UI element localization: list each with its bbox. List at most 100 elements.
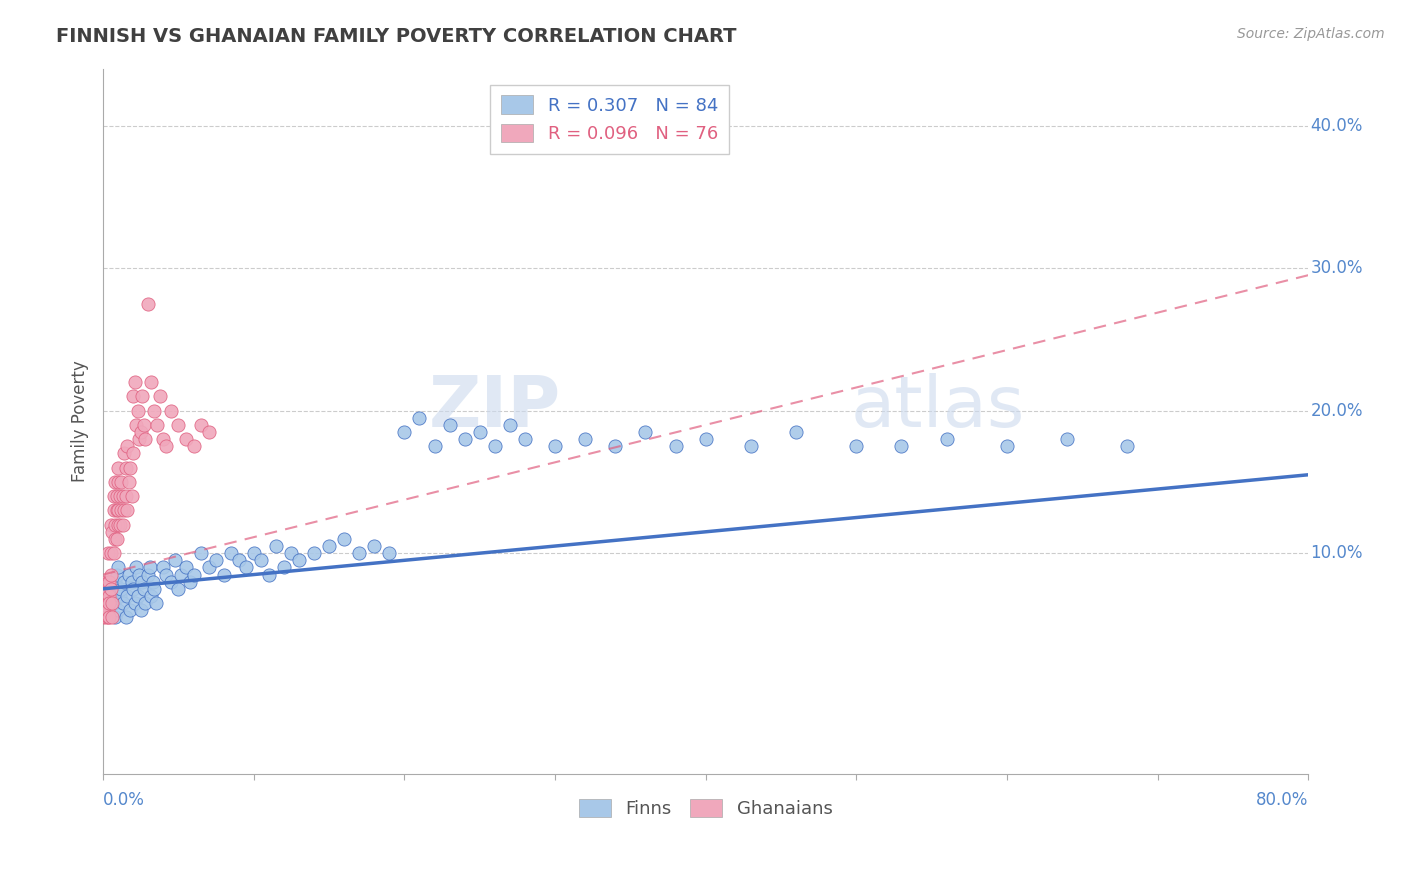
Y-axis label: Family Poverty: Family Poverty — [72, 360, 89, 483]
Point — [110, 475, 132, 489]
Point — [97, 546, 120, 560]
Point — [105, 503, 128, 517]
Point — [212, 567, 235, 582]
Point — [103, 546, 125, 560]
Point — [183, 439, 205, 453]
Point — [170, 567, 193, 582]
Point — [152, 560, 174, 574]
Point — [120, 460, 142, 475]
Point — [108, 517, 131, 532]
Point — [125, 417, 148, 432]
Text: FINNISH VS GHANAIAN FAMILY POVERTY CORRELATION CHART: FINNISH VS GHANAIAN FAMILY POVERTY CORRE… — [56, 27, 737, 45]
Point — [183, 567, 205, 582]
Point — [107, 560, 129, 574]
Point — [98, 596, 121, 610]
Point — [121, 489, 143, 503]
Point — [94, 589, 117, 603]
Point — [128, 567, 150, 582]
Point — [104, 475, 127, 489]
Point — [146, 417, 169, 432]
Point — [98, 574, 121, 589]
Point — [104, 532, 127, 546]
Point — [124, 596, 146, 610]
Point — [111, 489, 134, 503]
Point — [499, 417, 522, 432]
Point — [108, 489, 131, 503]
Point — [165, 553, 187, 567]
Point — [105, 567, 128, 582]
Point — [394, 425, 416, 439]
Point — [142, 574, 165, 589]
Point — [134, 596, 156, 610]
Point — [125, 560, 148, 574]
Point — [136, 296, 159, 310]
Point — [197, 425, 219, 439]
Point — [132, 582, 155, 596]
Point — [318, 539, 340, 553]
Point — [740, 439, 762, 453]
Point — [107, 475, 129, 489]
Point — [91, 610, 114, 624]
Point — [98, 610, 121, 624]
Point — [112, 574, 135, 589]
Point — [363, 539, 385, 553]
Point — [107, 503, 129, 517]
Point — [995, 439, 1018, 453]
Point — [129, 425, 152, 439]
Point — [104, 574, 127, 589]
Point — [160, 403, 183, 417]
Point — [122, 446, 145, 460]
Point — [179, 574, 201, 589]
Point — [574, 432, 596, 446]
Point — [114, 489, 136, 503]
Point — [845, 439, 868, 453]
Point — [114, 610, 136, 624]
Point — [94, 603, 117, 617]
Point — [132, 417, 155, 432]
Point — [152, 432, 174, 446]
Point — [97, 596, 120, 610]
Point — [219, 546, 242, 560]
Point — [155, 567, 177, 582]
Point — [242, 546, 264, 560]
Point — [408, 410, 430, 425]
Point — [935, 432, 957, 446]
Point — [127, 589, 149, 603]
Point — [664, 439, 686, 453]
Point — [124, 375, 146, 389]
Point — [145, 596, 167, 610]
Text: ZIP: ZIP — [429, 373, 561, 442]
Point — [103, 596, 125, 610]
Point — [513, 432, 536, 446]
Point — [112, 503, 135, 517]
Point — [112, 446, 135, 460]
Point — [93, 574, 115, 589]
Point — [174, 432, 197, 446]
Point — [118, 567, 141, 582]
Point — [134, 432, 156, 446]
Text: 30.0%: 30.0% — [1310, 259, 1362, 277]
Point — [94, 596, 117, 610]
Point — [190, 546, 212, 560]
Point — [205, 553, 228, 567]
Text: 10.0%: 10.0% — [1310, 544, 1362, 562]
Point — [111, 517, 134, 532]
Point — [228, 553, 250, 567]
Point — [104, 610, 127, 624]
Point — [93, 603, 115, 617]
Point — [111, 596, 134, 610]
Text: Source: ZipAtlas.com: Source: ZipAtlas.com — [1237, 27, 1385, 41]
Point — [141, 589, 163, 603]
Point — [110, 582, 132, 596]
Point — [93, 589, 115, 603]
Point — [143, 582, 166, 596]
Text: 0.0%: 0.0% — [103, 791, 145, 809]
Point — [333, 532, 356, 546]
Point — [266, 539, 288, 553]
Point — [97, 610, 120, 624]
Point — [100, 546, 122, 560]
Point — [128, 432, 150, 446]
Point — [257, 567, 280, 582]
Point — [101, 524, 124, 539]
Point — [120, 603, 142, 617]
